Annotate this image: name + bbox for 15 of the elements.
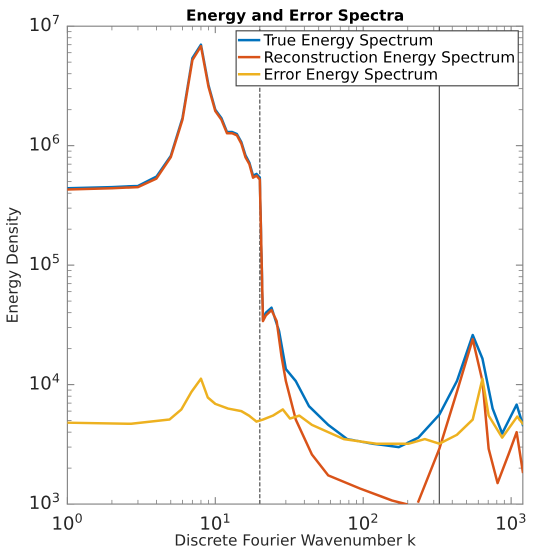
x-tick-label: 10$^{3}$ <box>497 513 526 530</box>
y-tick-label: 10$^{7}$ <box>30 14 59 32</box>
y-tick-label: 10$^{3}$ <box>30 492 59 510</box>
y-tick-label: 10$^{5}$ <box>30 254 59 270</box>
y-tick-label: 10$^{6}$ <box>30 134 60 151</box>
x-axis-title: Discrete Fourier Wavenumber k <box>176 534 416 546</box>
x-tick-label: 10$^{2}$ <box>349 513 378 530</box>
legend-label: True Energy Spectrum <box>264 34 432 49</box>
x-tick-label: 10$^{0}$ <box>53 513 82 530</box>
y-axis-title: Energy Density <box>6 207 21 322</box>
x-tick-label: 10$^{1}$ <box>201 514 230 530</box>
legend-label: Reconstruction Energy Spectrum <box>265 50 514 66</box>
chart-title: Energy and Error Spectra <box>187 9 404 24</box>
y-tick-label: 10$^{4}$ <box>30 373 60 390</box>
legend-label: Error Energy Spectrum <box>265 68 437 83</box>
